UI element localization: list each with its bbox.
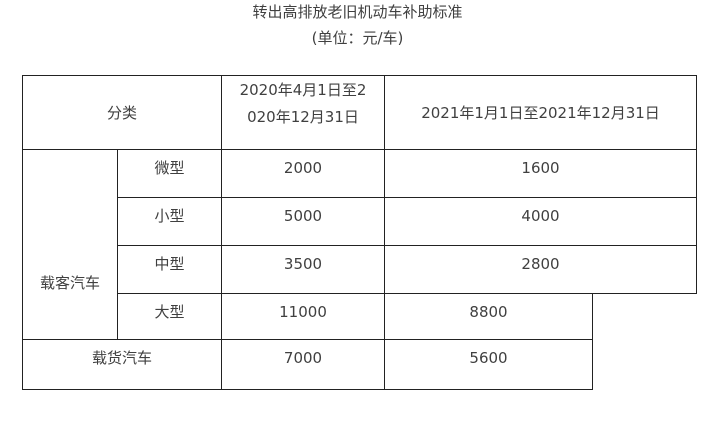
row-medium-2020-cell: 3500 (222, 246, 385, 294)
passenger-group-cell: 载客汽车 (22, 150, 118, 340)
cargo-2020-cell: 7000 (222, 340, 385, 390)
row-small-2020-cell: 5000 (222, 198, 385, 246)
row-small-type-cell: 小型 (118, 198, 222, 246)
header-period-2020-cell: 2020年4月1日至2 020年12月31日 (222, 75, 385, 150)
row-medium-type-cell: 中型 (118, 246, 222, 294)
row-micro-type-cell: 微型 (118, 150, 222, 198)
row-large-2020-cell: 11000 (222, 294, 385, 340)
row-small-2021-cell: 4000 (385, 198, 697, 246)
row-large-2021-cell: 8800 (385, 294, 593, 340)
cargo-label-cell: 载货汽车 (22, 340, 222, 390)
row-medium-2021-cell: 2800 (385, 246, 697, 294)
row-micro-2020-cell: 2000 (222, 150, 385, 198)
row-large-type-cell: 大型 (118, 294, 222, 340)
header-period-2021-cell: 2021年1月1日至2021年12月31日 (385, 75, 697, 150)
header-category-cell: 分类 (22, 75, 222, 150)
row-micro-2021-cell: 1600 (385, 150, 697, 198)
page-subtitle: (单位：元/车) (311, 29, 404, 47)
cargo-2021-cell: 5600 (385, 340, 593, 390)
page-title: 转出高排放老旧机动车补助标准 (252, 3, 463, 21)
